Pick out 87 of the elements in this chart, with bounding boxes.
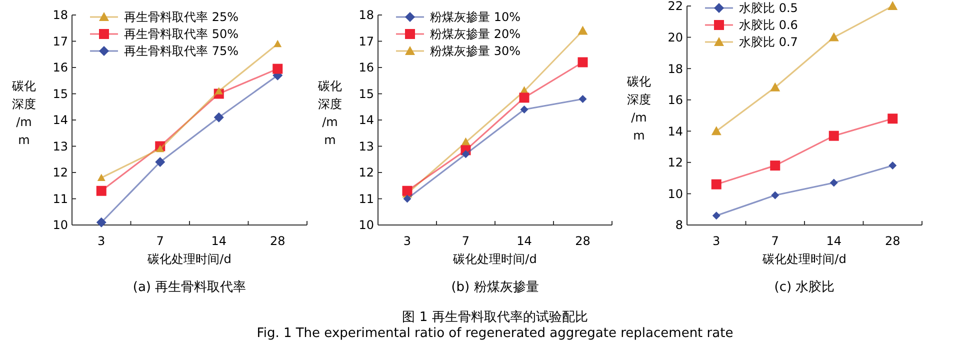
y-tick-label: 17 bbox=[358, 34, 374, 48]
point bbox=[96, 217, 106, 228]
legend-label: 粉煤灰掺量 10% bbox=[430, 10, 520, 24]
x-tick-label: 28 bbox=[270, 234, 286, 248]
y-tick-label: 11 bbox=[52, 192, 68, 206]
y-tick-label: 16 bbox=[358, 60, 374, 75]
legend-label: 再生骨料取代率 25% bbox=[124, 10, 238, 24]
point bbox=[770, 82, 780, 92]
y-tick-label: 11 bbox=[358, 192, 374, 206]
point bbox=[403, 194, 412, 203]
y-tick-label: 16 bbox=[52, 60, 68, 75]
y-tick-label: 22 bbox=[668, 0, 683, 14]
point bbox=[830, 178, 838, 187]
y-tick-label: 20 bbox=[668, 30, 683, 44]
point bbox=[97, 174, 106, 181]
point bbox=[578, 26, 588, 35]
text: (a) 再生骨料取代率 bbox=[132, 279, 246, 295]
point bbox=[712, 212, 720, 220]
point bbox=[888, 162, 897, 170]
y-tick-label: 14 bbox=[358, 113, 374, 128]
y-tick-label: 15 bbox=[358, 86, 374, 101]
y-tick-label: 12 bbox=[358, 166, 374, 180]
x-axis-title: 碳化处理时间/d bbox=[452, 252, 537, 266]
point bbox=[711, 179, 722, 190]
y-tick-label: 10 bbox=[52, 218, 68, 232]
point bbox=[214, 112, 224, 122]
point bbox=[770, 160, 780, 171]
point bbox=[520, 106, 528, 114]
text: (c) 水胶比 bbox=[774, 280, 835, 295]
legend-label: 水胶比 0.7 bbox=[739, 35, 798, 50]
y-tick-label: 18 bbox=[668, 62, 683, 76]
point bbox=[771, 191, 780, 200]
point bbox=[828, 32, 839, 42]
point bbox=[828, 130, 839, 141]
point bbox=[156, 144, 164, 152]
x-tick-label: 7 bbox=[156, 234, 164, 248]
y-tick-label: 8 bbox=[675, 218, 683, 232]
y-tick-label: 17 bbox=[52, 34, 68, 48]
point bbox=[888, 114, 898, 124]
caption: 图 1 再生骨料取代率的试验配比 bbox=[402, 309, 588, 325]
text: (b) 粉煤灰掺量 bbox=[451, 280, 539, 295]
y-tick-label: 18 bbox=[358, 8, 374, 22]
y-axis-title: 碳化深度/mm bbox=[11, 79, 36, 147]
y-tick-label: 13 bbox=[52, 139, 68, 154]
point bbox=[519, 92, 530, 103]
x-tick-label: 28 bbox=[884, 234, 900, 248]
y-tick-label: 15 bbox=[52, 86, 68, 101]
point bbox=[274, 40, 282, 48]
y-tick-label: 18 bbox=[52, 8, 68, 22]
y-tick-label: 16 bbox=[668, 93, 683, 108]
x-tick-label: 14 bbox=[211, 234, 227, 248]
point bbox=[96, 186, 106, 196]
y-axis-title: 碳化深度/mm bbox=[317, 79, 342, 147]
x-axis-title: 碳化处理时间/d bbox=[146, 252, 232, 266]
x-axis-title: 碳化处理时间/d bbox=[762, 252, 846, 266]
y-tick-label: 13 bbox=[358, 139, 374, 154]
legend-label: 再生骨料取代率 75% bbox=[124, 44, 238, 58]
x-tick-label: 28 bbox=[575, 234, 590, 248]
y-tick-label: 14 bbox=[668, 124, 683, 138]
y-axis-title: 碳化深度/mm bbox=[626, 74, 651, 142]
x-tick-label: 14 bbox=[826, 234, 842, 248]
point bbox=[711, 126, 722, 136]
y-tick-label: 12 bbox=[668, 156, 683, 170]
legend-label: 粉煤灰掺量 30% bbox=[430, 44, 520, 58]
y-tick-label: 10 bbox=[668, 186, 683, 201]
point bbox=[578, 57, 588, 68]
point bbox=[888, 1, 898, 10]
x-tick-label: 7 bbox=[462, 234, 470, 248]
x-tick-label: 3 bbox=[403, 234, 412, 248]
caption: Fig. 1 The experimental ratio of regenerated aggregate replacement rate bbox=[256, 326, 734, 341]
x-tick-label: 3 bbox=[98, 234, 106, 248]
point bbox=[155, 157, 166, 167]
y-tick-label: 14 bbox=[52, 113, 68, 128]
y-tick-label: 10 bbox=[358, 218, 374, 232]
legend-label: 水胶比 0.5 bbox=[739, 1, 798, 16]
point bbox=[462, 150, 470, 158]
x-tick-label: 3 bbox=[712, 234, 720, 248]
point bbox=[214, 87, 223, 94]
legend-label: 粉煤灰掺量 20% bbox=[430, 27, 520, 42]
point bbox=[402, 186, 412, 196]
point bbox=[578, 95, 587, 103]
legend-label: 再生骨料取代率 50% bbox=[124, 27, 238, 42]
x-tick-label: 7 bbox=[771, 234, 779, 248]
legend-label: 水胶比 0.6 bbox=[739, 18, 798, 32]
x-tick-label: 14 bbox=[516, 234, 532, 248]
y-tick-label: 12 bbox=[52, 166, 68, 180]
point bbox=[272, 64, 283, 74]
